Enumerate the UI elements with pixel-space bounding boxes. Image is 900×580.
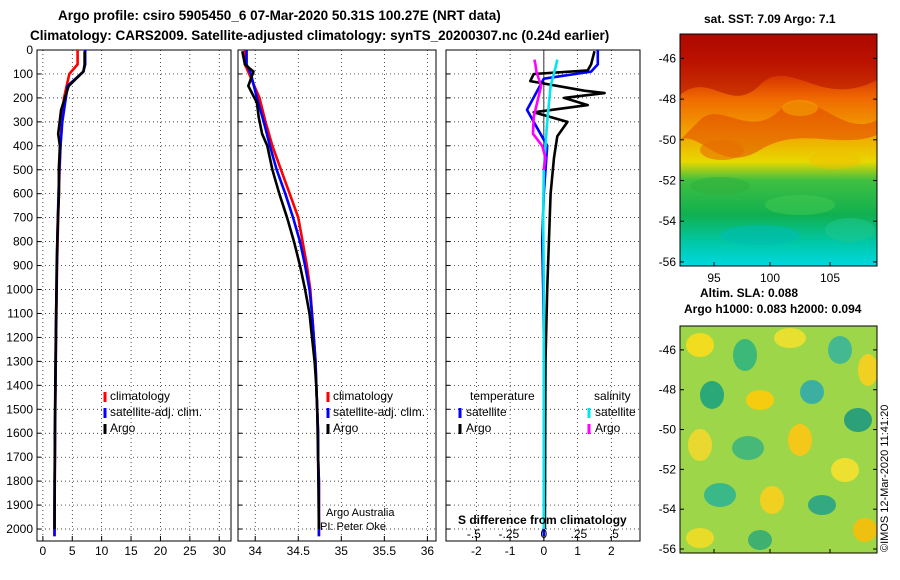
legend-label: Argo bbox=[110, 421, 136, 435]
map-y-tick-label: -50 bbox=[659, 423, 677, 437]
y-tick-label: 100 bbox=[13, 67, 33, 81]
series-argo bbox=[53, 51, 86, 530]
sst-map bbox=[679, 33, 878, 267]
y-tick-label: 500 bbox=[13, 163, 33, 177]
map-y-tick-label: -48 bbox=[659, 92, 677, 106]
y-tick-label: 300 bbox=[13, 115, 33, 129]
y-tick-label: 1300 bbox=[6, 354, 33, 368]
x-tick-label: 5 bbox=[69, 544, 76, 558]
sla-map-blobs bbox=[686, 328, 877, 550]
y-tick-label: 800 bbox=[13, 235, 33, 249]
x-tick-label: 34.5 bbox=[287, 544, 311, 558]
map-y-tick-label: -54 bbox=[659, 502, 677, 516]
panel-temperature-profile: 0 5 10 15 20 25 300100200300400500600700800900… bbox=[6, 43, 232, 558]
panel-salinity-profile: 34 34.5 35 35.5 36 climatology satellite-adj. … bbox=[237, 49, 437, 558]
sla-map-background bbox=[680, 326, 877, 553]
map-y-tick-label: -48 bbox=[659, 383, 677, 397]
sst-map-eddies bbox=[680, 34, 877, 245]
salinity-axis-title: S difference from climatology bbox=[458, 513, 627, 527]
series-argo bbox=[241, 50, 321, 530]
y-tick-label: 1800 bbox=[6, 474, 33, 488]
y-tick-label: 2000 bbox=[6, 522, 33, 536]
y-tick-label: 1000 bbox=[6, 283, 33, 297]
legend-label: satellite-adj. clim. bbox=[333, 405, 425, 419]
y-tick-label: 600 bbox=[13, 187, 33, 201]
map-x-tick-label: 100 bbox=[760, 271, 780, 285]
x-tick-label: -1 bbox=[505, 544, 516, 558]
x-tick-label: 15 bbox=[124, 544, 138, 558]
salinity-axis-tick-label: 0 bbox=[540, 527, 547, 541]
map-y-tick-label: -56 bbox=[659, 542, 677, 556]
chart-title-line1: Argo profile: csiro 5905450_6 07-Mar-202… bbox=[58, 8, 501, 23]
map-y-tick-label: -52 bbox=[659, 174, 677, 188]
map-y-tick-label: -56 bbox=[659, 255, 677, 269]
y-tick-label: 1700 bbox=[6, 450, 33, 464]
map-y-tick-label: -54 bbox=[659, 214, 677, 228]
x-tick-label: 36 bbox=[421, 544, 435, 558]
y-tick-label: 1400 bbox=[6, 378, 33, 392]
chart-title-line2: Climatology: CARS2009. Satellite-adjuste… bbox=[30, 28, 610, 43]
map-y-tick-label: -52 bbox=[659, 462, 677, 476]
y-tick-label: 1500 bbox=[6, 402, 33, 416]
sst-map-title: sat. SST: 7.09 Argo: 7.1 bbox=[704, 12, 836, 26]
legend-label: satellite bbox=[466, 405, 507, 419]
series-salinity-argo bbox=[531, 59, 547, 170]
map-x-tick-label: 95 bbox=[707, 271, 721, 285]
legend-label: satellite-adj. clim. bbox=[110, 405, 202, 419]
map-y-tick-label: -46 bbox=[659, 51, 677, 65]
legend-label: Argo bbox=[595, 421, 621, 435]
y-tick-label: 1200 bbox=[6, 330, 33, 344]
legend-label: climatology bbox=[110, 389, 170, 403]
x-tick-label: 0 bbox=[40, 544, 47, 558]
y-tick-label: 900 bbox=[13, 259, 33, 273]
y-tick-label: 1900 bbox=[6, 498, 33, 512]
legend-title-salinity: salinity bbox=[594, 389, 631, 403]
x-tick-label: 20 bbox=[154, 544, 168, 558]
map-x-tick-label: 105 bbox=[820, 271, 840, 285]
legend-label: climatology bbox=[333, 389, 393, 403]
legend-label: Argo bbox=[466, 421, 492, 435]
x-tick-label: 1 bbox=[574, 544, 581, 558]
salinity-axis-tick-label: .5 bbox=[609, 527, 619, 541]
panel-frame bbox=[36, 49, 232, 542]
x-tick-label: -2 bbox=[471, 544, 482, 558]
map-y-tick-label: -50 bbox=[659, 133, 677, 147]
x-tick-label: 34 bbox=[249, 544, 263, 558]
profile-panels: 0 5 10 15 20 25 300100200300400500600700800900… bbox=[6, 43, 641, 558]
x-tick-label: 25 bbox=[183, 544, 197, 558]
legend-label: Argo bbox=[333, 421, 359, 435]
panel-difference-from-climatology: -2 -1 0 1 2 temperature salinity satellite Argo s… bbox=[445, 49, 641, 558]
x-tick-label: 35 bbox=[335, 544, 349, 558]
salinity-axis-tick-label: -.5 bbox=[467, 527, 481, 541]
credit-pi: PI: Peter Oke bbox=[320, 521, 386, 533]
y-tick-label: 1600 bbox=[6, 426, 33, 440]
x-tick-label: 30 bbox=[213, 544, 227, 558]
y-tick-label: 0 bbox=[26, 43, 33, 57]
salinity-axis-tick-label: .25 bbox=[570, 527, 587, 541]
x-tick-label: 2 bbox=[608, 544, 615, 558]
y-tick-label: 200 bbox=[13, 91, 33, 105]
map-axes: -46 -48 -50 -52 -54 -56 -46 -48 -50 -52 -54 -56 95 10… bbox=[659, 51, 877, 556]
y-tick-label: 400 bbox=[13, 139, 33, 153]
legend-label: satellite bbox=[595, 405, 636, 419]
credit-argo-australia: Argo Australia bbox=[326, 507, 395, 519]
x-tick-label: 10 bbox=[95, 544, 109, 558]
salinity-axis-tick-label: -.25 bbox=[498, 527, 519, 541]
x-tick-label: 35.5 bbox=[373, 544, 397, 558]
sla-argo-height-title: Argo h1000: 0.083 h2000: 0.094 bbox=[684, 302, 862, 316]
x-tick-label: 0 bbox=[540, 544, 547, 558]
legend-title-temperature: temperature bbox=[470, 389, 535, 403]
y-tick-label: 700 bbox=[13, 211, 33, 225]
panel-frame bbox=[237, 49, 437, 542]
sla-map-title: Altim. SLA: 0.088 bbox=[700, 286, 799, 300]
y-tick-label: 1100 bbox=[7, 306, 33, 320]
map-y-tick-label: -46 bbox=[659, 343, 677, 357]
sla-map bbox=[679, 325, 878, 554]
